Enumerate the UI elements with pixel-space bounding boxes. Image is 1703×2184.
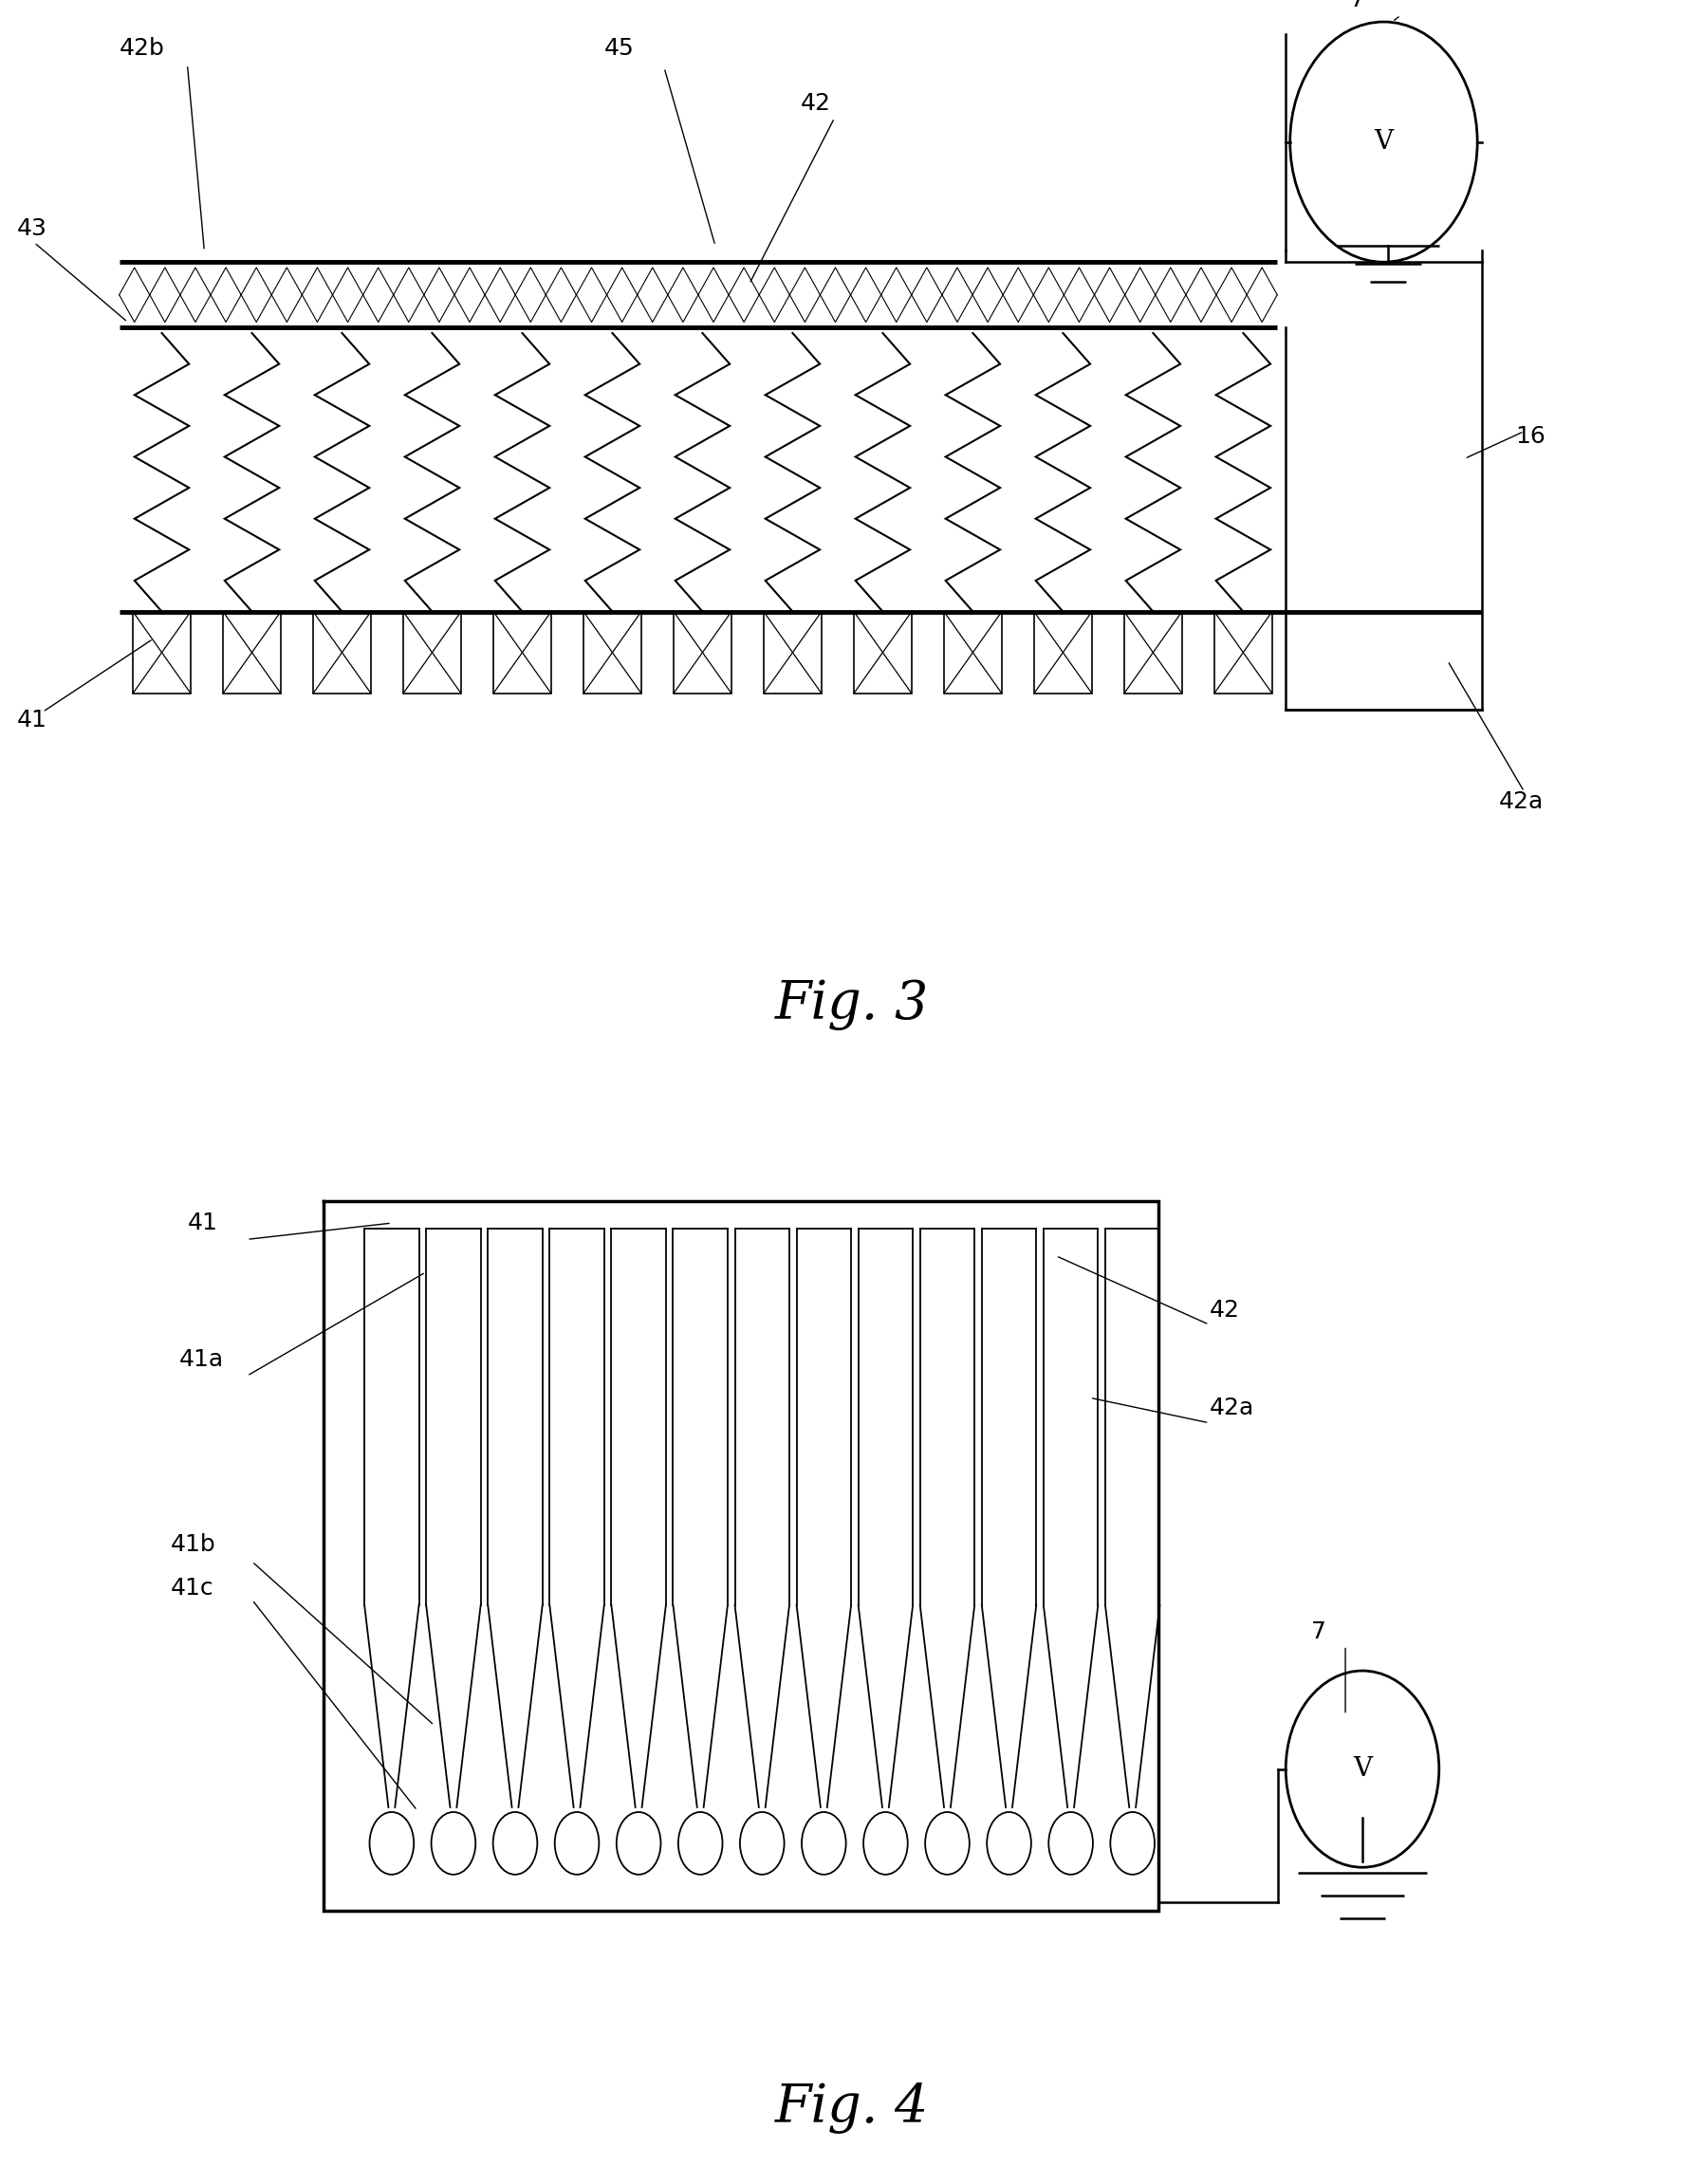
Text: 42: 42 (1209, 1299, 1240, 1321)
Text: 41b: 41b (170, 1533, 216, 1555)
Text: 16: 16 (1516, 426, 1546, 448)
Text: V: V (1374, 129, 1393, 155)
Text: 7: 7 (1311, 1621, 1327, 1642)
Text: Fig. 3: Fig. 3 (775, 978, 928, 1031)
Text: 41: 41 (17, 710, 48, 732)
Text: 42a: 42a (1209, 1398, 1253, 1420)
Text: Fig. 4: Fig. 4 (775, 2081, 928, 2134)
Text: 42b: 42b (119, 37, 165, 61)
Text: 41: 41 (187, 1212, 218, 1234)
Text: 43: 43 (17, 218, 48, 240)
Text: 42a: 42a (1499, 791, 1543, 812)
Text: V: V (1352, 1756, 1373, 1782)
Text: 45: 45 (605, 37, 635, 61)
Text: 41a: 41a (179, 1348, 223, 1372)
Text: 7: 7 (1349, 0, 1364, 11)
Text: 42: 42 (800, 92, 831, 116)
Text: 41c: 41c (170, 1577, 213, 1599)
